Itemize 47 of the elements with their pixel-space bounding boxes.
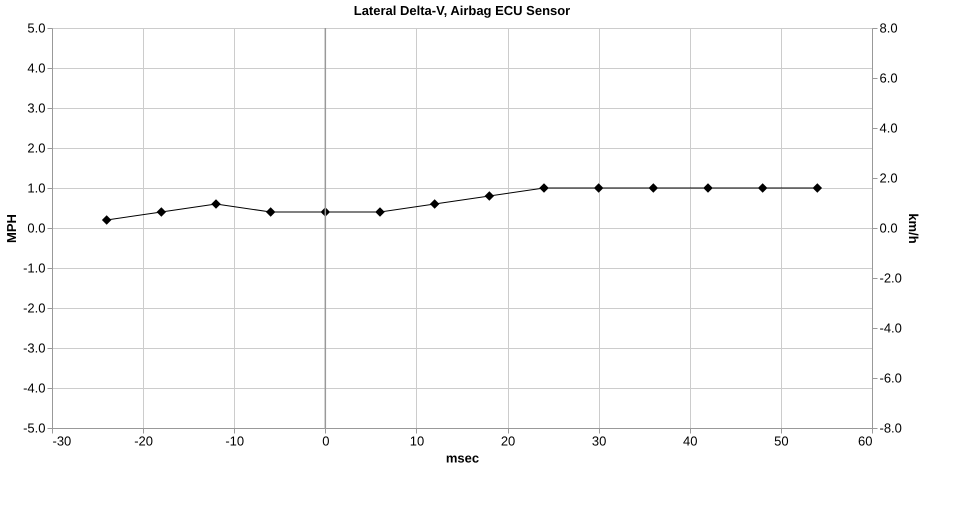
y-tick-label: 2.0 xyxy=(27,140,46,156)
point xyxy=(594,183,604,193)
y2-tick-label: 4.0 xyxy=(880,120,898,136)
point xyxy=(102,215,112,225)
y-tick-label: -2.0 xyxy=(23,300,46,316)
point xyxy=(648,183,658,193)
point xyxy=(211,199,221,209)
y2-tick-label: -2.0 xyxy=(880,270,902,286)
x-axis-title: msec xyxy=(446,450,480,466)
y-tick-label: -5.0 xyxy=(23,420,46,436)
y-tick-label: -1.0 xyxy=(23,260,46,276)
point xyxy=(430,199,440,209)
x-tick-label: -30 xyxy=(52,434,72,448)
y2-tick-label: 8.0 xyxy=(880,20,898,36)
point xyxy=(703,183,713,193)
y2-tick-label: -4.0 xyxy=(880,320,902,336)
y-axis-title: MPH xyxy=(4,214,20,243)
y2-tick-label: 0.0 xyxy=(880,220,898,236)
point xyxy=(156,207,166,217)
y2-tick-label: 2.0 xyxy=(880,170,898,186)
x-tick-label: 50 xyxy=(774,434,789,448)
x-tick-label: 60 xyxy=(858,434,872,448)
y-tick-label: -4.0 xyxy=(23,380,46,396)
y2-tick-label: -6.0 xyxy=(880,370,902,386)
point xyxy=(812,183,822,193)
y-tick-label: 4.0 xyxy=(27,60,46,76)
y2-tick-label: 6.0 xyxy=(880,70,898,86)
x-tick-label: -10 xyxy=(225,434,244,448)
y-tick-label: -3.0 xyxy=(23,340,46,356)
x-tick-label: -20 xyxy=(134,434,154,448)
x-tick-label: 40 xyxy=(683,434,698,448)
point xyxy=(375,207,385,217)
point xyxy=(266,207,276,217)
chart-title: Lateral Delta-V, Airbag ECU Sensor xyxy=(354,3,570,18)
x-tick-label: 0 xyxy=(322,434,330,448)
y-tick-label: 5.0 xyxy=(27,20,46,36)
x-tick-label: 30 xyxy=(592,434,606,448)
y-tick-label: 0.0 xyxy=(27,220,46,236)
x-tick-label: 20 xyxy=(500,434,516,448)
point xyxy=(539,183,549,193)
y-tick-label: 3.0 xyxy=(27,100,46,116)
x-tick-label: 10 xyxy=(410,434,424,448)
y2-tick-label: -8.0 xyxy=(880,420,902,436)
y-tick-label: 1.0 xyxy=(27,180,46,196)
y2-axis-title: km/h xyxy=(906,213,921,244)
point xyxy=(484,191,494,201)
point xyxy=(758,183,768,193)
